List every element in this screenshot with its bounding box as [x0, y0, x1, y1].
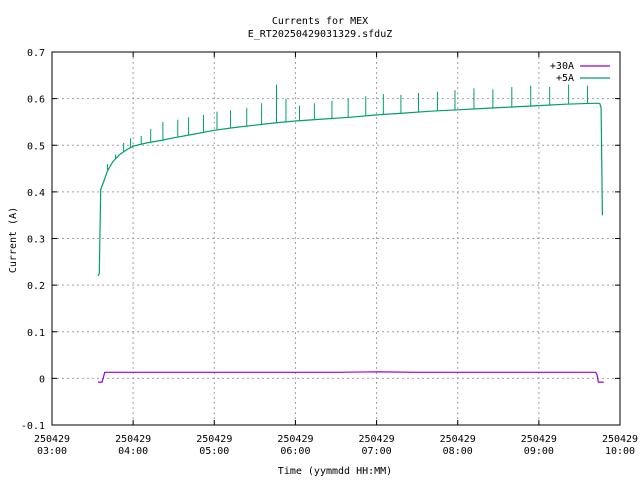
y-tick-label: 0.2 [27, 281, 45, 292]
legend-label-5a: +5A [556, 73, 574, 84]
axes-layer: -0.100.10.20.30.40.50.60.725042903:00250… [21, 48, 638, 457]
x-tick-date-label: 250429 [277, 434, 313, 445]
text-layer: Currents for MEX E_RT20250429031329.sfdu… [8, 16, 392, 477]
x-tick-date-label: 250429 [34, 434, 70, 445]
y-tick-label: 0.3 [27, 235, 45, 246]
x-tick-time-label: 03:00 [37, 446, 67, 457]
x-tick-date-label: 250429 [196, 434, 232, 445]
chart-title: Currents for MEX [272, 16, 368, 27]
chart-subtitle: E_RT20250429031329.sfduZ [248, 29, 393, 40]
y-tick-label: 0 [39, 374, 45, 385]
x-tick-time-label: 07:00 [362, 446, 392, 457]
y-tick-label: 0.1 [27, 328, 45, 339]
y-tick-label: 0.6 [27, 95, 45, 106]
x-tick-date-label: 250429 [602, 434, 638, 445]
x-axis-label: Time (yymmdd HH:MM) [278, 466, 392, 477]
x-tick-date-label: 250429 [521, 434, 557, 445]
series-line-30a [98, 371, 604, 383]
y-axis-label: Current (A) [8, 207, 19, 273]
legend: +30A+5A [550, 61, 610, 84]
y-tick-label: -0.1 [21, 421, 45, 432]
x-tick-date-label: 250429 [440, 434, 476, 445]
legend-label-30a: +30A [550, 61, 574, 72]
y-tick-label: 0.7 [27, 48, 45, 59]
x-tick-time-label: 06:00 [280, 446, 310, 457]
x-tick-date-label: 250429 [115, 434, 151, 445]
x-tick-date-label: 250429 [359, 434, 395, 445]
series-line-5a [97, 102, 603, 277]
x-tick-time-label: 09:00 [524, 446, 554, 457]
x-tick-time-label: 08:00 [443, 446, 473, 457]
y-tick-label: 0.4 [27, 188, 45, 199]
x-tick-time-label: 10:00 [605, 446, 635, 457]
series-layer [97, 84, 604, 383]
x-tick-time-label: 04:00 [118, 446, 148, 457]
y-tick-label: 0.5 [27, 141, 45, 152]
grid-layer [52, 52, 620, 425]
plot-border [51, 51, 621, 426]
x-tick-time-label: 05:00 [199, 446, 229, 457]
